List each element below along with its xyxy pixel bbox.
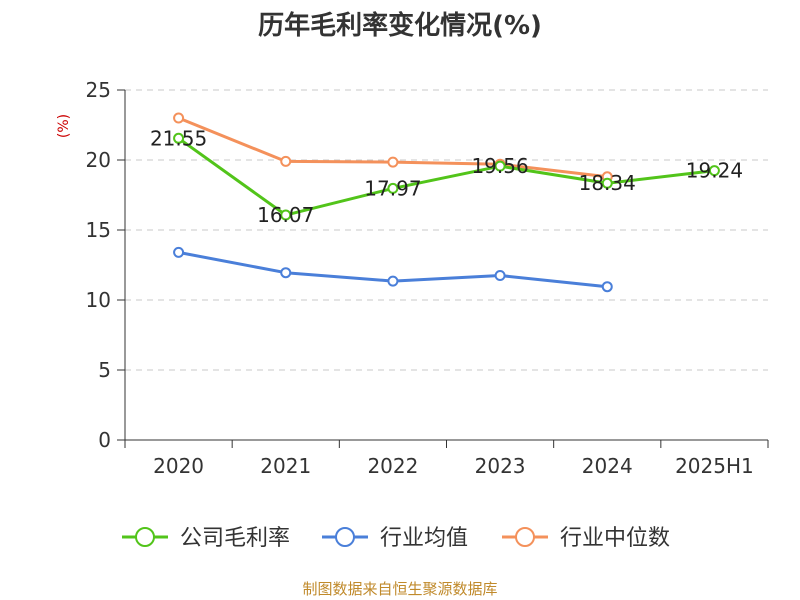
- data-point: [708, 165, 720, 177]
- data-label: 16.07: [257, 203, 314, 227]
- x-tick-label: 2021: [260, 454, 311, 478]
- data-point: [387, 156, 399, 168]
- series-lines: [173, 112, 720, 293]
- y-tick-label: 0: [98, 428, 111, 452]
- y-tick-label: 5: [98, 358, 111, 382]
- y-tick-label: 20: [86, 148, 111, 172]
- legend-label: 行业中位数: [560, 526, 670, 551]
- x-tick-label: 2022: [367, 454, 418, 478]
- data-point: [494, 270, 506, 281]
- data-labels: 21.55 16.07 17.97 19.56 18.34 19.24: [150, 126, 743, 227]
- data-point: [280, 209, 292, 221]
- data-point: [387, 275, 399, 287]
- data-point: [280, 267, 292, 279]
- legend-label: 行业均值: [380, 526, 468, 551]
- x-tick-labels: 2020 2021 2022 2023 2024 2025H1: [153, 454, 754, 478]
- legend-label: 公司毛利率: [180, 526, 290, 551]
- x-tick-label: 2025H1: [675, 454, 754, 478]
- data-label: 19.24: [686, 159, 743, 183]
- data-point: [173, 132, 185, 144]
- series-line: [177, 137, 715, 217]
- data-point: [601, 281, 613, 293]
- series-line: [178, 116, 608, 179]
- y-tick-labels: 0 5 10 15 20 25: [86, 78, 111, 452]
- data-label: 19.56: [471, 154, 528, 178]
- legend-swatch-marker: [335, 527, 355, 547]
- data-point: [494, 160, 506, 172]
- x-tick-label: 2023: [475, 454, 526, 478]
- y-axis-label: (%): [56, 114, 72, 138]
- source-footer: 制图数据来自恒生聚源数据库: [302, 580, 497, 598]
- data-label: 17.97: [364, 176, 421, 200]
- legend-swatch-marker: [135, 527, 155, 547]
- legend-swatch-marker: [515, 527, 535, 547]
- data-label: 18.34: [579, 171, 636, 195]
- data-label: 21.55: [150, 126, 207, 150]
- data-point: [173, 112, 185, 124]
- grid-lines: [125, 89, 768, 371]
- axes: [117, 89, 769, 448]
- x-tick-label: 2020: [153, 454, 204, 478]
- y-tick-label: 15: [86, 218, 111, 242]
- data-point: [387, 182, 399, 194]
- y-tick-label: 25: [86, 78, 111, 102]
- legend: 公司毛利率 行业均值 行业中位数: [122, 526, 670, 551]
- chart-title: 历年毛利率变化情况(%): [258, 10, 542, 41]
- data-point: [280, 155, 292, 167]
- y-tick-label: 10: [86, 288, 111, 312]
- x-tick-label: 2024: [582, 454, 633, 478]
- data-point: [601, 177, 613, 189]
- data-point: [173, 246, 185, 258]
